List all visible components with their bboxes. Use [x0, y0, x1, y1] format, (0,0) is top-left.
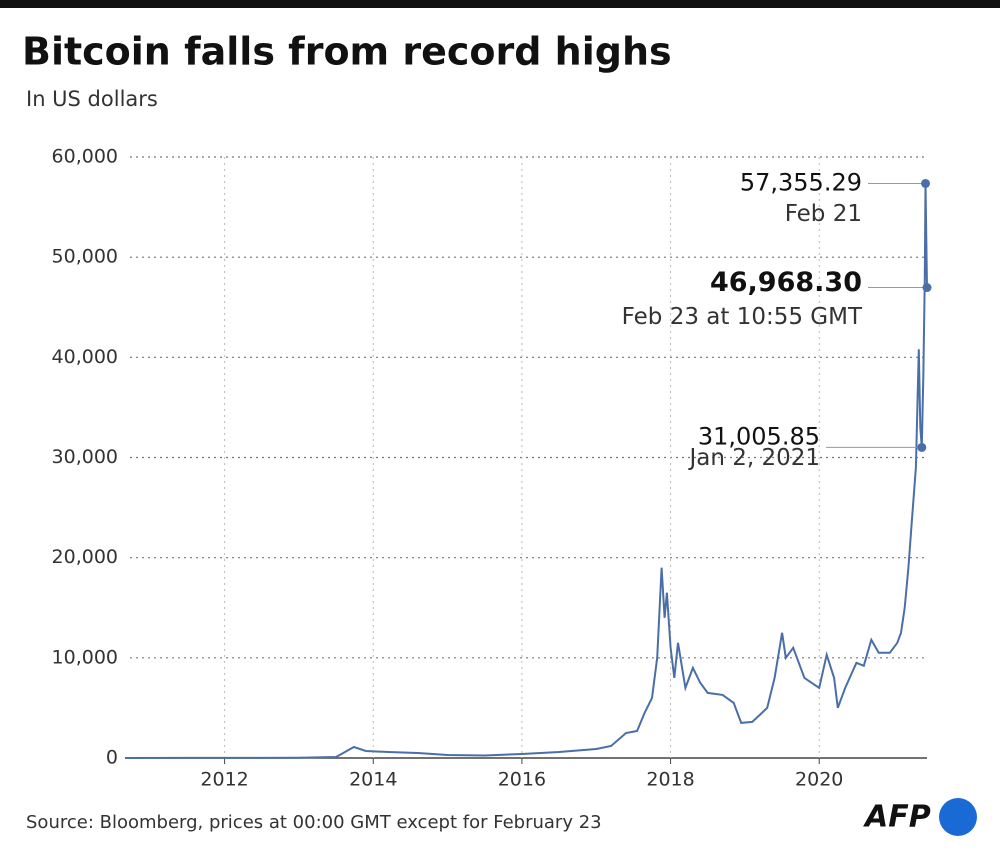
- annotation-dot: [917, 442, 927, 452]
- top-bar: [0, 0, 1000, 8]
- logo-text: AFP: [863, 800, 931, 835]
- annotation-date: Jan 2, 2021: [687, 445, 820, 471]
- x-tick-label: 2012: [200, 769, 248, 791]
- x-tick-label: 2020: [795, 769, 843, 791]
- source: Source: Bloomberg, prices at 00:00 GMT e…: [26, 812, 602, 833]
- y-tick-label: 20,000: [52, 546, 118, 568]
- annotation-value: 46,968.30: [710, 267, 862, 298]
- annotation-value: 31,005.85: [698, 422, 820, 450]
- logo: AFP: [863, 798, 977, 836]
- y-tick-label: 0: [106, 747, 118, 769]
- annotation-date: Feb 23 at 10:55 GMT: [622, 304, 863, 330]
- x-tick-label: 2018: [646, 769, 694, 791]
- annotation-value: 57,355.29: [740, 168, 862, 196]
- x-tick-label: 2014: [349, 769, 397, 791]
- chart-title: Bitcoin falls from record highs: [22, 30, 672, 74]
- annotation-dot: [921, 178, 931, 188]
- y-tick-label: 40,000: [52, 346, 118, 368]
- x-tick-label: 2016: [498, 769, 546, 791]
- price-line: [124, 183, 928, 759]
- chart-subtitle: In US dollars: [26, 87, 158, 111]
- annotation-date: Feb 21: [785, 201, 862, 227]
- annotation-dot: [922, 283, 932, 293]
- y-tick-label: 50,000: [52, 246, 118, 268]
- y-tick-label: 30,000: [52, 446, 118, 468]
- y-tick-label: 60,000: [52, 146, 118, 168]
- logo-circle: [939, 798, 977, 836]
- y-tick-label: 10,000: [52, 646, 118, 668]
